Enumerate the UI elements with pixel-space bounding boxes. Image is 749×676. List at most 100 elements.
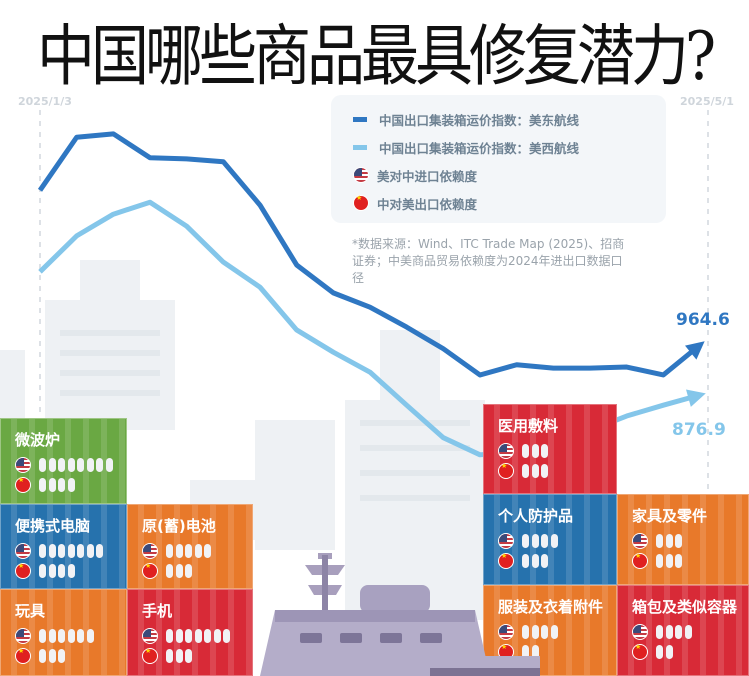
container-9: 服装及衣着附件 xyxy=(483,585,617,676)
east-end-label: 964.6 xyxy=(676,310,730,330)
dependency-pill xyxy=(541,625,548,639)
dependency-pill xyxy=(185,629,192,643)
china-flag-icon xyxy=(498,462,514,479)
dependency-pill xyxy=(656,625,663,639)
container-7: 个人防护品 xyxy=(483,494,617,585)
dependency-pill xyxy=(58,458,65,472)
container-3: 原(蓄)电池 xyxy=(127,504,253,589)
china-flag-icon xyxy=(142,647,158,664)
dependency-pill xyxy=(175,544,183,558)
dependency-pill xyxy=(522,645,529,659)
dependency-pill xyxy=(48,458,56,472)
page-title: 中国哪些商品最具修复潜力? xyxy=(36,16,716,96)
dependency-pill xyxy=(656,554,663,568)
china-flag-icon xyxy=(353,194,369,211)
us-dependency-row xyxy=(498,624,560,640)
dependency-pill xyxy=(39,649,46,663)
west-end-label: 876.9 xyxy=(672,420,726,440)
us-flag-icon xyxy=(632,624,648,640)
dependency-pill xyxy=(48,478,56,492)
dependency-pill xyxy=(77,629,84,643)
dependency-pill xyxy=(96,544,103,558)
container-8: 家具及零件 xyxy=(617,494,749,585)
us-flag-icon xyxy=(142,628,158,644)
dependency-pill xyxy=(665,554,673,568)
us-dependency-row xyxy=(632,624,694,640)
dependency-pill xyxy=(541,534,548,548)
dependency-pill xyxy=(166,564,173,578)
dependency-pill xyxy=(86,458,94,472)
product-name: 原(蓄)电池 xyxy=(142,517,216,535)
us-flag-icon xyxy=(632,533,648,549)
dependency-pill xyxy=(39,564,46,578)
cn-dependency-row xyxy=(632,643,675,660)
dependency-pill xyxy=(204,629,211,643)
dependency-pill xyxy=(531,534,539,548)
east-arrow-icon xyxy=(685,341,705,360)
dependency-pill xyxy=(541,464,548,478)
cn-dependency-row xyxy=(632,552,685,569)
dependency-pill xyxy=(194,544,202,558)
dependency-pill xyxy=(656,534,663,548)
dependency-pill xyxy=(39,629,46,643)
dependency-pill xyxy=(522,444,529,458)
product-name: 医用敷料 xyxy=(498,417,559,435)
us-dependency-row xyxy=(15,457,115,473)
china-flag-icon xyxy=(15,476,31,493)
dependency-pill xyxy=(541,554,548,568)
us-flag-icon xyxy=(498,533,514,549)
dependency-pill xyxy=(541,444,548,458)
product-name: 手机 xyxy=(142,602,173,620)
dependency-pill xyxy=(675,554,682,568)
cn-dependency-row xyxy=(498,643,541,660)
cn-dependency-row xyxy=(15,562,77,579)
container-1: 微波炉 xyxy=(0,418,127,504)
container-10: 箱包及类似容器 xyxy=(617,585,749,676)
china-flag-icon xyxy=(632,552,648,569)
legend-east: 中国出口集装箱运价指数：美东航线 xyxy=(331,105,666,133)
dependency-pill xyxy=(185,649,192,663)
cn-dependency-row xyxy=(15,647,68,664)
dependency-pill xyxy=(213,629,221,643)
x-start-label: 2025/1/3 xyxy=(18,95,72,108)
us-flag-icon xyxy=(15,628,31,644)
cn-dependency-row xyxy=(142,562,195,579)
dependency-pill xyxy=(223,629,230,643)
legend: 中国出口集装箱运价指数：美东航线 中国出口集装箱运价指数：美西航线 美对中进口依… xyxy=(331,95,666,223)
product-name: 家具及零件 xyxy=(632,507,708,525)
dependency-pill xyxy=(522,534,529,548)
product-name: 箱包及类似容器 xyxy=(632,598,738,616)
dependency-pill xyxy=(39,478,46,492)
x-end-label: 2025/5/1 xyxy=(680,95,734,108)
dependency-pill xyxy=(48,544,56,558)
dependency-pill xyxy=(67,544,75,558)
dependency-pill xyxy=(67,629,75,643)
legend-cn: 中对美出口依赖度 xyxy=(331,189,666,217)
us-flag-icon xyxy=(15,457,31,473)
cn-dependency-row xyxy=(498,552,551,569)
dependency-pill xyxy=(166,649,173,663)
dependency-pill xyxy=(175,564,183,578)
china-flag-icon xyxy=(15,562,31,579)
us-dependency-row xyxy=(15,628,96,644)
dependency-pill xyxy=(204,544,211,558)
dependency-pill xyxy=(58,629,65,643)
legend-us: 美对中进口依赖度 xyxy=(331,161,666,189)
dependency-pill xyxy=(67,458,75,472)
dependency-pill xyxy=(58,564,65,578)
dependency-pill xyxy=(194,629,202,643)
legend-cn-label: 中对美出口依赖度 xyxy=(377,196,478,212)
dependency-pill xyxy=(166,629,173,643)
dependency-pill xyxy=(48,649,56,663)
dependency-pill xyxy=(48,564,56,578)
dependency-pill xyxy=(86,629,94,643)
us-flag-icon xyxy=(498,443,514,459)
dependency-pill xyxy=(58,649,65,663)
dependency-pill xyxy=(96,458,103,472)
dependency-pill xyxy=(39,458,46,472)
container-6: 医用敷料 xyxy=(483,404,617,494)
dependency-pill xyxy=(166,544,173,558)
us-dependency-row xyxy=(142,543,214,559)
product-name: 玩具 xyxy=(15,602,46,620)
